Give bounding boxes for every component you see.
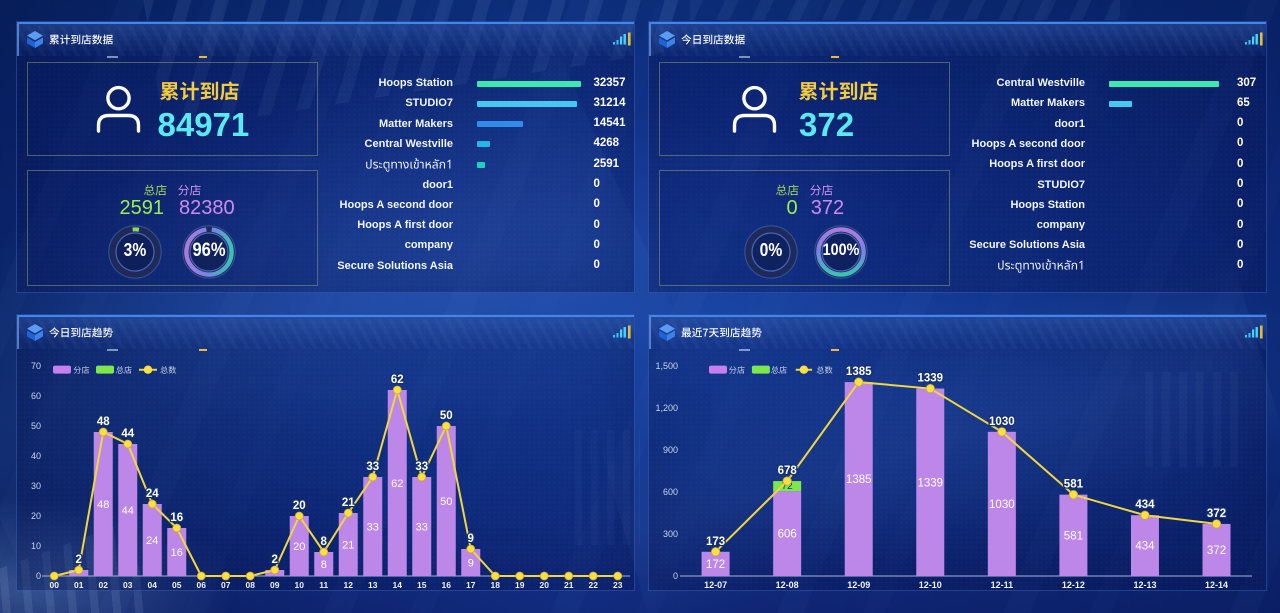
svg-text:300: 300 — [663, 529, 678, 539]
svg-text:12-12: 12-12 — [1062, 580, 1085, 590]
svg-text:20: 20 — [31, 511, 41, 521]
svg-text:172: 172 — [706, 559, 725, 571]
svg-text:1339: 1339 — [917, 373, 943, 385]
svg-text:24: 24 — [146, 535, 158, 547]
svg-text:1339: 1339 — [917, 477, 943, 489]
svg-text:17: 17 — [466, 580, 476, 590]
svg-text:00: 00 — [50, 580, 60, 590]
svg-text:9: 9 — [468, 533, 474, 545]
svg-text:22: 22 — [589, 580, 599, 590]
svg-text:20: 20 — [293, 541, 305, 553]
svg-text:1,500: 1,500 — [655, 361, 678, 371]
svg-text:09: 09 — [270, 580, 280, 590]
svg-text:581: 581 — [1064, 479, 1084, 491]
svg-text:13: 13 — [368, 580, 378, 590]
svg-text:03: 03 — [123, 580, 133, 590]
svg-text:19: 19 — [515, 580, 525, 590]
svg-text:9: 9 — [468, 558, 474, 570]
svg-text:50: 50 — [440, 496, 452, 508]
svg-text:62: 62 — [391, 478, 403, 490]
svg-text:20: 20 — [540, 580, 550, 590]
svg-text:12-09: 12-09 — [847, 580, 870, 590]
svg-text:0: 0 — [673, 571, 678, 581]
svg-text:72: 72 — [782, 481, 794, 492]
svg-text:23: 23 — [613, 580, 623, 590]
svg-text:581: 581 — [1064, 530, 1083, 542]
svg-text:8: 8 — [321, 559, 327, 571]
svg-text:02: 02 — [99, 580, 109, 590]
svg-text:12-10: 12-10 — [919, 580, 942, 590]
svg-text:06: 06 — [197, 580, 207, 590]
svg-text:70: 70 — [31, 361, 41, 371]
svg-text:16: 16 — [171, 547, 183, 559]
svg-text:12-08: 12-08 — [776, 580, 799, 590]
svg-text:08: 08 — [246, 580, 256, 590]
svg-text:600: 600 — [663, 487, 678, 497]
svg-text:18: 18 — [491, 580, 501, 590]
svg-text:40: 40 — [31, 451, 41, 461]
svg-text:434: 434 — [1135, 541, 1155, 553]
svg-text:24: 24 — [146, 488, 159, 500]
svg-text:15: 15 — [417, 580, 427, 590]
svg-text:606: 606 — [778, 529, 797, 541]
svg-text:50: 50 — [440, 410, 453, 422]
svg-text:62: 62 — [391, 374, 404, 386]
svg-text:2: 2 — [76, 554, 82, 566]
svg-text:33: 33 — [366, 461, 379, 473]
svg-text:16: 16 — [442, 580, 452, 590]
svg-text:12: 12 — [344, 580, 354, 590]
svg-text:30: 30 — [31, 481, 41, 491]
svg-text:434: 434 — [1135, 499, 1155, 511]
svg-text:8: 8 — [321, 536, 328, 548]
svg-text:48: 48 — [97, 499, 109, 511]
svg-text:33: 33 — [415, 461, 428, 473]
svg-text:04: 04 — [148, 580, 158, 590]
svg-text:14: 14 — [393, 580, 403, 590]
svg-text:07: 07 — [221, 580, 231, 590]
svg-text:12-11: 12-11 — [991, 580, 1014, 590]
svg-text:48: 48 — [97, 416, 110, 428]
svg-text:372: 372 — [1207, 508, 1226, 520]
svg-text:1030: 1030 — [989, 499, 1015, 511]
svg-text:1030: 1030 — [989, 416, 1015, 428]
svg-text:60: 60 — [31, 391, 41, 401]
svg-text:2: 2 — [272, 554, 278, 566]
svg-text:20: 20 — [293, 500, 306, 512]
svg-text:50: 50 — [31, 421, 41, 431]
svg-text:12-07: 12-07 — [704, 580, 727, 590]
svg-text:33: 33 — [416, 522, 428, 534]
svg-text:21: 21 — [564, 580, 574, 590]
svg-text:1385: 1385 — [846, 474, 872, 486]
svg-text:372: 372 — [1207, 545, 1226, 557]
svg-text:1385: 1385 — [846, 366, 872, 378]
svg-text:44: 44 — [122, 505, 134, 517]
svg-text:1,200: 1,200 — [655, 403, 678, 413]
svg-text:21: 21 — [342, 497, 355, 509]
svg-text:21: 21 — [342, 540, 354, 552]
svg-text:12-14: 12-14 — [1205, 580, 1228, 590]
svg-text:0: 0 — [36, 571, 41, 581]
svg-text:900: 900 — [663, 445, 678, 455]
svg-text:16: 16 — [170, 512, 183, 524]
svg-text:33: 33 — [367, 522, 379, 534]
svg-text:05: 05 — [172, 580, 182, 590]
svg-text:10: 10 — [31, 541, 41, 551]
svg-text:44: 44 — [121, 428, 134, 440]
svg-text:678: 678 — [778, 465, 798, 477]
svg-text:12-13: 12-13 — [1133, 580, 1156, 590]
svg-text:10: 10 — [295, 580, 305, 590]
svg-text:01: 01 — [74, 580, 84, 590]
svg-text:173: 173 — [706, 536, 725, 548]
svg-text:11: 11 — [319, 580, 328, 590]
